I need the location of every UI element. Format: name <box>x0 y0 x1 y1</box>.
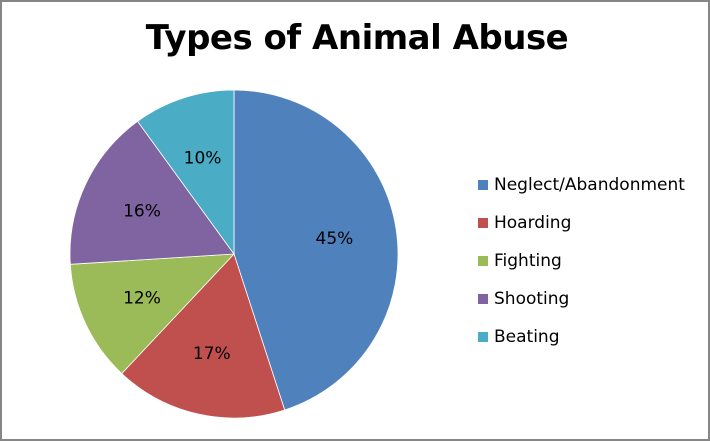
pie-slice-shooting <box>69 120 235 265</box>
legend-item-hoarding: Hoarding <box>478 204 685 242</box>
legend-swatch <box>478 256 488 266</box>
slice-data-label: 16% <box>123 202 161 222</box>
legend-label: Beating <box>494 327 560 347</box>
legend-swatch <box>478 180 488 190</box>
slice-data-label: 17% <box>193 344 231 364</box>
legend-item-beating: Beating <box>478 318 685 356</box>
legend-item-shooting: Shooting <box>478 280 685 318</box>
legend-item-neglect: Neglect/Abandonment <box>478 166 685 204</box>
legend-swatch <box>478 294 488 304</box>
slice-data-label: 12% <box>123 288 161 308</box>
legend-swatch <box>478 332 488 342</box>
pie-slice-beating <box>137 89 235 256</box>
slice-data-label: 10% <box>184 148 222 168</box>
legend-label: Shooting <box>494 289 570 309</box>
legend-swatch <box>478 218 488 228</box>
legend-label: Hoarding <box>494 213 572 233</box>
legend-label: Fighting <box>494 251 562 271</box>
chart-legend: Neglect/Abandonment Hoarding Fighting Sh… <box>478 166 685 356</box>
chart-title: Types of Animal Abuse <box>145 18 569 58</box>
pie-slice-hoarding <box>121 253 286 419</box>
pie-slice-neglect-abandonment <box>233 89 399 411</box>
slice-data-label: 45% <box>316 229 354 249</box>
legend-item-fighting: Fighting <box>478 242 685 280</box>
pie-slice-fighting <box>69 253 235 375</box>
legend-label: Neglect/Abandonment <box>494 175 685 195</box>
